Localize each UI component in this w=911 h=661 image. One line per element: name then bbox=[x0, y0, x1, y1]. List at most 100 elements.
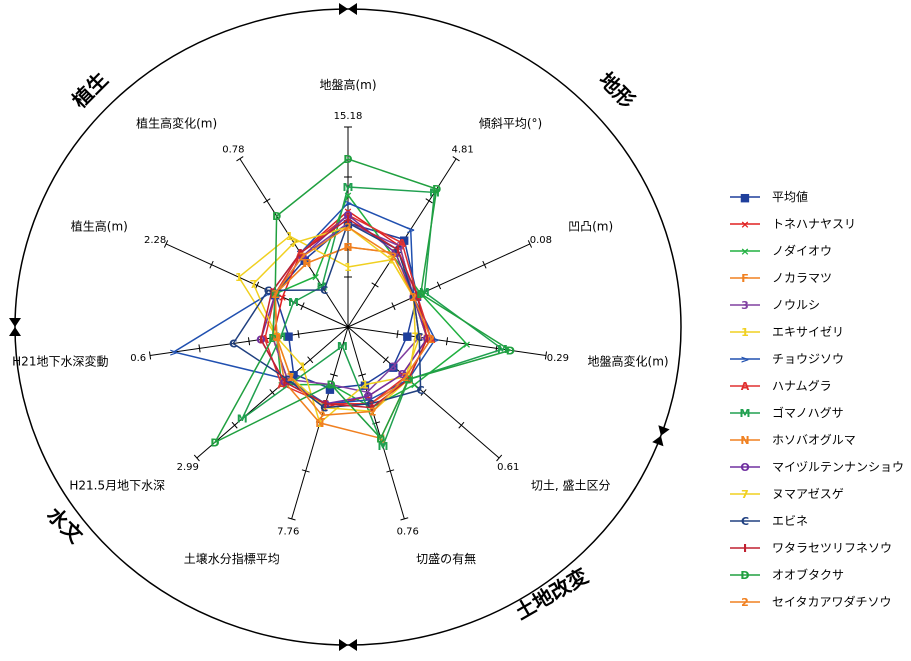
axis-tick bbox=[209, 260, 214, 269]
axis-tick bbox=[263, 198, 271, 204]
section-divider-marker bbox=[339, 639, 357, 651]
series-point: O bbox=[364, 390, 373, 403]
axis-tick bbox=[236, 156, 244, 162]
series-point: 2 bbox=[287, 371, 295, 384]
legend-swatch-marker: 2 bbox=[741, 596, 749, 609]
section-label: 水文 bbox=[42, 502, 88, 548]
series-point: × bbox=[462, 338, 471, 351]
section-divider-marker bbox=[9, 318, 21, 336]
series-point: I bbox=[415, 289, 419, 302]
section-label: 地形 bbox=[594, 67, 639, 112]
section-divider-marker bbox=[339, 3, 357, 15]
series-point: I bbox=[259, 334, 263, 347]
series-point: 3 bbox=[396, 240, 404, 253]
axis-title: 凹凸(m) bbox=[568, 219, 613, 233]
series-point: 2 bbox=[344, 221, 352, 234]
series-point: M bbox=[337, 340, 348, 353]
series-point: D bbox=[327, 379, 336, 392]
legend-swatch-marker: 7 bbox=[741, 488, 749, 501]
axis-tick bbox=[198, 344, 201, 353]
axis-title: 植生高(m) bbox=[71, 218, 128, 233]
section-label: 土地改変 bbox=[511, 564, 592, 625]
series-point: 2 bbox=[273, 331, 281, 344]
legend-swatch-marker: I bbox=[743, 542, 747, 555]
series-point: 7 bbox=[290, 237, 298, 250]
series-point: D bbox=[506, 344, 515, 357]
legend-swatch-marker: × bbox=[740, 245, 749, 258]
divider-arrow bbox=[652, 425, 670, 447]
axis-max-label: 15.18 bbox=[334, 111, 363, 122]
axis-tick bbox=[148, 351, 152, 360]
series-point: D bbox=[343, 153, 352, 166]
section-divider-marker bbox=[652, 425, 670, 447]
series-point: > bbox=[430, 334, 439, 347]
axis-tick bbox=[527, 240, 533, 248]
series-point: ■ bbox=[325, 382, 335, 395]
series-point: M bbox=[343, 181, 354, 194]
legend-swatch-marker: D bbox=[740, 569, 749, 582]
axis-tick bbox=[425, 198, 433, 204]
legend-swatch-marker: A bbox=[741, 380, 750, 393]
legend-entry: 平均値 bbox=[772, 189, 808, 204]
series-point: C bbox=[417, 384, 425, 397]
series-point: C bbox=[264, 284, 272, 297]
legend-swatch-marker: > bbox=[740, 353, 749, 366]
axis-title: 植生高変化(m) bbox=[136, 115, 217, 130]
series-point: C bbox=[284, 373, 292, 386]
series-point: > bbox=[169, 346, 178, 359]
series-point: ■ bbox=[288, 368, 298, 381]
legend-swatch-marker: 1 bbox=[741, 326, 749, 339]
axis-max-label: 0.78 bbox=[222, 145, 244, 156]
legend-entry: ノウルシ bbox=[772, 298, 820, 312]
legend-entry: エキサイゼリ bbox=[772, 325, 844, 339]
axis-title: 土壌水分指標平均 bbox=[184, 551, 280, 566]
series-point: M bbox=[419, 286, 430, 299]
axis-tick bbox=[420, 389, 427, 396]
divider-arrow bbox=[339, 3, 357, 15]
series-group: ■■■■■■■■■■■××××××××××××××××××××××F FFFFFF… bbox=[169, 153, 515, 453]
series-point: M bbox=[237, 413, 248, 426]
series-point: × bbox=[343, 205, 352, 218]
series-point: M bbox=[377, 440, 388, 453]
series-point: 2 bbox=[318, 409, 326, 422]
axis-max-label: 4.81 bbox=[451, 145, 473, 156]
series-point: I bbox=[346, 213, 350, 226]
axis-tick bbox=[445, 337, 449, 346]
legend-entry: ハナムグラ bbox=[772, 379, 832, 393]
legend-entry: ヌマアゼスゲ bbox=[772, 487, 844, 501]
axis-title: 傾斜平均(°) bbox=[479, 116, 542, 130]
axis-tick bbox=[452, 156, 460, 162]
axis-tick bbox=[482, 260, 487, 269]
series-point: I bbox=[282, 376, 286, 389]
series-point: D bbox=[272, 210, 281, 223]
series-point: × bbox=[410, 379, 419, 392]
series-line bbox=[240, 186, 505, 449]
series-point: 2 bbox=[402, 371, 410, 384]
legend-entry: ノダイオウ bbox=[772, 243, 832, 258]
divider-arrow bbox=[339, 639, 357, 651]
series-point: M bbox=[288, 296, 299, 309]
legend-entry: マイヅルテンナンショウ bbox=[772, 460, 904, 474]
legend-swatch-marker: × bbox=[740, 218, 749, 231]
series-point: A bbox=[398, 237, 407, 250]
section-label: 植生 bbox=[67, 67, 112, 112]
series-point: 2 bbox=[271, 288, 279, 301]
series-point: I bbox=[370, 402, 374, 415]
legend-entry: セイタカアワダチソウ bbox=[772, 594, 892, 609]
axis-max-label: 0.61 bbox=[497, 462, 519, 473]
series-point: 3 bbox=[363, 386, 371, 399]
series-point: ■ bbox=[300, 254, 310, 267]
axis-tick bbox=[231, 421, 238, 429]
legend-entry: トネハナヤスリ bbox=[772, 217, 856, 231]
series-point: > bbox=[365, 394, 374, 407]
axis-tick bbox=[300, 302, 305, 311]
legend-entry: ワタラセツリフネソウ bbox=[772, 541, 892, 555]
series-point: C bbox=[415, 331, 423, 344]
series-point: 2 bbox=[299, 250, 307, 263]
series-point: A bbox=[261, 333, 270, 346]
axis-tick bbox=[193, 454, 200, 462]
series-point: O bbox=[343, 209, 352, 222]
legend-entry: ホソバオグルマ bbox=[772, 433, 856, 447]
series-point: 7 bbox=[250, 278, 258, 291]
